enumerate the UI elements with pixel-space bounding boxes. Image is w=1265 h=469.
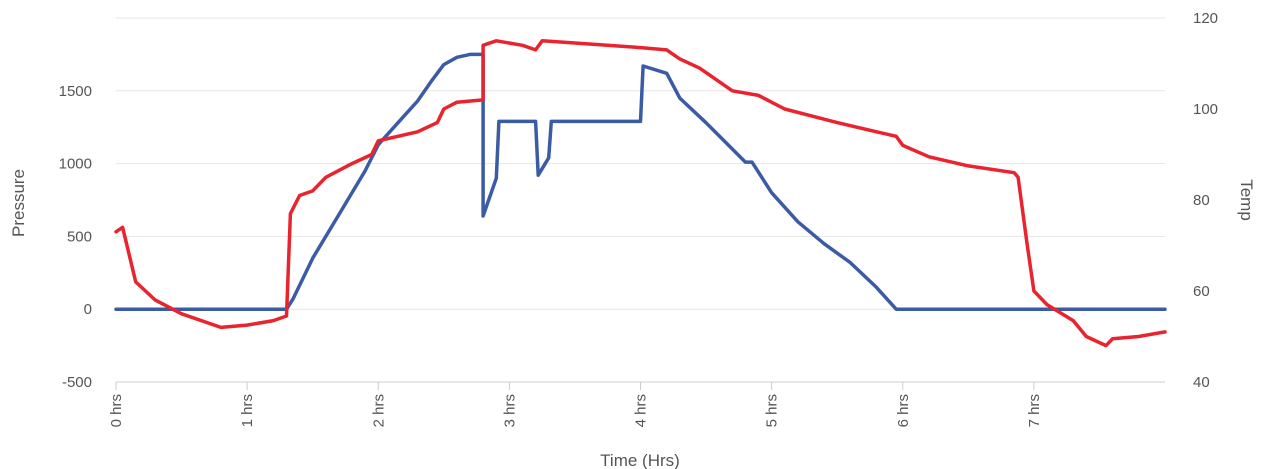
x-tick-label: 7 hrs [1026, 394, 1043, 427]
y-tick-label-right: 120 [1193, 10, 1218, 27]
x-tick-label: 3 hrs [501, 394, 518, 427]
x-tick-label: 0 hrs [108, 394, 125, 427]
temp-series-line [114, 39, 1167, 348]
y-tick-label-right: 40 [1193, 374, 1210, 391]
pressure-series-line [114, 52, 1167, 311]
axes: 0 hrs 1 hrs 2 hrs 3 hrs 4 hrs 5 hrs 6 hrs 7 hrs… [59, 10, 1218, 427]
grid-lines [116, 17, 1165, 383]
y-tick-label-left: -500 [62, 374, 92, 391]
y-tick-label-left: 0 [84, 301, 92, 318]
y-axis-title-left: Pressure [9, 169, 28, 237]
y-tick-label-right: 80 [1193, 192, 1210, 209]
y-tick-label-right: 100 [1193, 101, 1218, 118]
y-tick-label-left: 500 [67, 228, 92, 245]
y-tick-label-left: 1500 [59, 83, 92, 100]
x-tick-label: 5 hrs [764, 394, 781, 427]
x-tick-label: 6 hrs [895, 394, 912, 427]
series-lines [114, 39, 1167, 348]
x-tick-label: 2 hrs [370, 394, 387, 427]
y-tick-label-right: 60 [1193, 283, 1210, 300]
y-axis-title-right: Temp [1237, 179, 1256, 221]
x-tick-label: 1 hrs [239, 394, 256, 427]
x-tick-label: 4 hrs [633, 394, 650, 427]
x-axis-title: Time (Hrs) [600, 451, 680, 469]
y-tick-label-left: 1000 [59, 156, 92, 173]
